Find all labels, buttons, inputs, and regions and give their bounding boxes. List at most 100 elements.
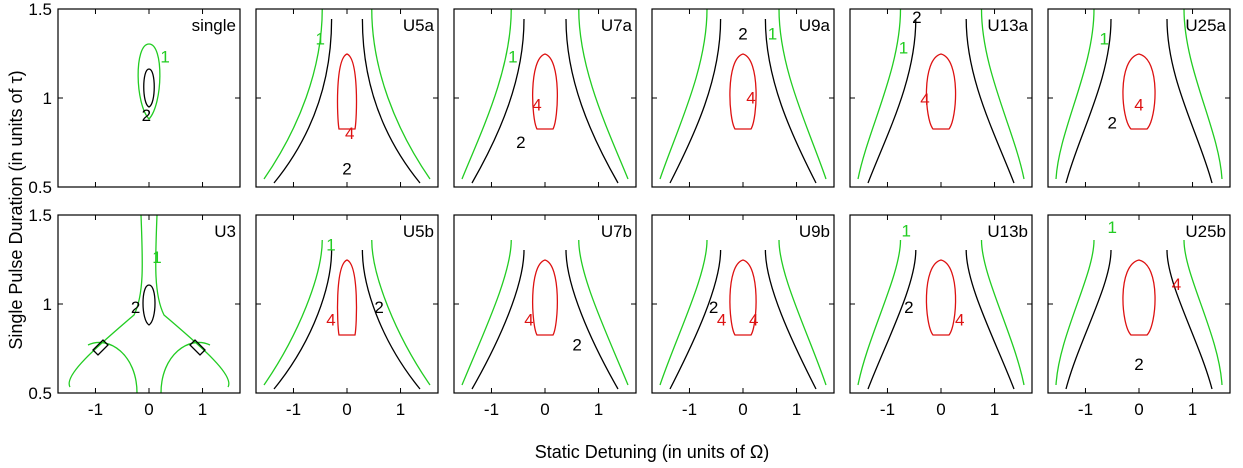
panel-u5b: -1 0 1 U5b 1 2 4	[255, 214, 439, 419]
contour-line-level-1	[659, 239, 827, 386]
x-tick-label: -1	[88, 400, 103, 419]
contour-line-level-2	[867, 249, 1015, 390]
contour-line-level-4	[1122, 53, 1156, 130]
contour-line-level-2	[669, 18, 817, 184]
contour-label-4: 4	[326, 310, 335, 329]
contour-line-level-1	[659, 8, 827, 180]
contour-line-level-2	[1065, 18, 1213, 184]
contour-line-level-2	[142, 284, 156, 326]
x-tick-label: 1	[990, 400, 999, 419]
contour-label-4: 4	[746, 88, 755, 107]
panel-single: 0.5 1 1.5 single 1 2	[28, 0, 241, 197]
panel-u7a: U7a 1 42	[453, 8, 637, 188]
contour-line-level-1	[137, 43, 161, 120]
x-tick-label: 0	[144, 400, 153, 419]
contour-label-4: 4	[920, 90, 929, 109]
contour-label-2: 2	[342, 160, 351, 179]
contour-line-level-1	[1055, 8, 1223, 180]
panel-title: U9a	[799, 16, 831, 35]
panel-title: U13b	[987, 222, 1028, 241]
contour-label-1: 1	[899, 39, 908, 58]
panel-u3: -1 0 1 0.5 1 1.5 U3 1 2	[28, 206, 241, 419]
panel-u7b: -1 0 1 U7b 4 2	[453, 214, 637, 419]
contour-label-1: 1	[1099, 30, 1108, 49]
panel-frame	[255, 214, 439, 394]
x-tick-label: 1	[198, 400, 207, 419]
x-tick-label: 0	[1134, 400, 1143, 419]
contour-label-4: 4	[1134, 95, 1143, 114]
panel-u13a: U13a 21 4	[849, 8, 1033, 188]
y-tick-label: 1	[43, 295, 52, 314]
contour-line-level-2	[471, 249, 619, 390]
x-tick-label: 1	[1188, 400, 1197, 419]
panel-u25a: U25a 1 42	[1047, 8, 1231, 188]
contour-line-level-4	[532, 259, 558, 336]
panel-frame	[453, 214, 637, 394]
y-tick-label: 1.5	[28, 206, 52, 225]
contour-label-2: 2	[912, 8, 921, 27]
x-tick-label: -1	[682, 400, 697, 419]
contour-label-1: 1	[901, 221, 910, 240]
panel-frame	[57, 8, 241, 188]
contour-label-2: 2	[1108, 113, 1117, 132]
x-tick-label: -1	[1078, 400, 1093, 419]
contour-label-2: 2	[709, 298, 718, 317]
contour-line-level-2	[273, 18, 421, 184]
y-axis-label: Single Pulse Duration (in units of τ)	[6, 70, 26, 349]
contour-label-4: 4	[717, 310, 726, 329]
panel-title: single	[192, 16, 236, 35]
x-tick-label: -1	[286, 400, 301, 419]
x-tick-label: 0	[342, 400, 351, 419]
panel-title: U5b	[403, 222, 434, 241]
contour-line-level-2	[669, 249, 817, 390]
contour-line-level-1	[87, 341, 211, 394]
contour-line-level-1	[68, 214, 230, 388]
contour-label-4: 4	[524, 310, 533, 329]
contour-line-level-2	[1065, 249, 1213, 390]
contour-label-4: 4	[532, 95, 541, 114]
contour-label-1: 1	[326, 236, 335, 255]
contour-label-2: 2	[131, 298, 140, 317]
contour-line-level-4	[532, 53, 558, 130]
panel-title: U25a	[1185, 16, 1226, 35]
contour-line-level-2	[92, 339, 206, 356]
panel-title: U7b	[601, 222, 632, 241]
panel-u5a: U5a 1 4 2	[255, 8, 439, 188]
panel-title: U25b	[1185, 222, 1226, 241]
contour-label-2: 2	[142, 106, 151, 125]
contour-line-level-4	[729, 259, 757, 336]
contour-label-1: 1	[152, 248, 161, 267]
contour-line-level-4	[336, 259, 358, 336]
contour-line-level-4	[336, 53, 358, 130]
panel-title: U13a	[987, 16, 1028, 35]
contour-label-4: 4	[1172, 275, 1181, 294]
contour-label-1: 1	[160, 47, 169, 66]
contour-label-2: 2	[572, 335, 581, 354]
contour-line-level-4	[925, 259, 957, 336]
contour-line-level-4	[1122, 259, 1156, 336]
x-tick-label: 0	[738, 400, 747, 419]
x-tick-label: 1	[792, 400, 801, 419]
contour-line-level-1	[263, 8, 431, 180]
contour-label-2: 2	[374, 298, 383, 317]
panel-title: U3	[214, 222, 236, 241]
x-tick-label: 0	[936, 400, 945, 419]
x-tick-label: -1	[880, 400, 895, 419]
panel-title: U7a	[601, 16, 633, 35]
contour-label-2: 2	[904, 298, 913, 317]
panel-u13b: -1 0 1 U13b 1 2 4	[849, 214, 1033, 419]
contour-line-level-2	[273, 249, 421, 390]
x-tick-label: 1	[396, 400, 405, 419]
panel-title: U9b	[799, 222, 830, 241]
contour-line-level-1	[857, 8, 1025, 180]
contour-line-level-1	[461, 239, 629, 386]
contour-line-level-2	[867, 18, 1015, 184]
x-tick-label: 0	[540, 400, 549, 419]
contour-label-2: 2	[1134, 355, 1143, 374]
x-axis-label: Static Detuning (in units of Ω)	[535, 442, 770, 462]
panel-title: U5a	[403, 16, 435, 35]
y-tick-label: 1	[43, 89, 52, 108]
contour-line-level-4	[729, 53, 757, 130]
contour-label-1: 1	[316, 30, 325, 49]
